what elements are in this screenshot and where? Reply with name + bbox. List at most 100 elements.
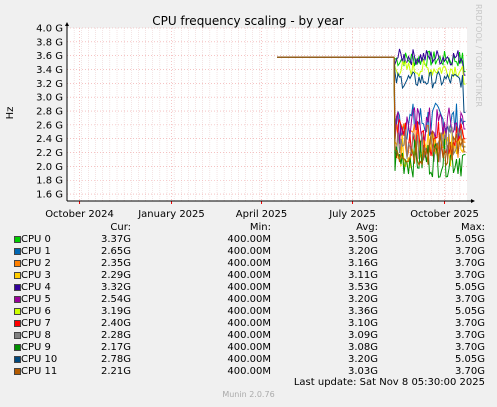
legend-row: CPU 0 3.37G 400.00M 3.50G 5.05G — [0, 234, 497, 246]
legend-min: 400.00M — [227, 246, 271, 257]
legend-max: 3.70G — [454, 294, 485, 305]
legend-name: CPU 2 — [21, 258, 51, 269]
legend-cur: 2.17G — [100, 342, 131, 353]
legend-swatch — [14, 260, 21, 267]
y-tick-label: 1.8 G — [36, 176, 63, 187]
rrdtool-watermark: RRDTOOL / TOBI OETIKER — [474, 4, 483, 108]
legend-header-min: Min: — [249, 222, 271, 233]
legend-swatch — [14, 248, 21, 255]
legend-avg: 3.10G — [347, 318, 378, 329]
legend-avg: 3.03G — [347, 366, 378, 377]
legend-min: 400.00M — [227, 234, 271, 245]
legend-cur: 3.37G — [100, 234, 131, 245]
legend-row: CPU 7 2.40G 400.00M 3.10G 3.70G — [0, 318, 497, 330]
legend-max: 5.05G — [454, 282, 485, 293]
legend-swatch — [14, 308, 21, 315]
legend-name: CPU 4 — [21, 282, 51, 293]
legend-name: CPU 1 — [21, 246, 51, 257]
y-axis-arrow — [65, 22, 69, 26]
legend-header-cur: Cur: — [110, 222, 131, 233]
legend-min: 400.00M — [227, 258, 271, 269]
legend-name: CPU 8 — [21, 330, 51, 341]
legend-row: CPU 10 2.78G 400.00M 3.20G 5.05G — [0, 354, 497, 366]
legend-avg: 3.36G — [347, 306, 378, 317]
legend-swatch — [14, 236, 21, 243]
legend-cur: 2.65G — [100, 246, 131, 257]
legend-cur: 2.21G — [100, 366, 131, 377]
legend-avg: 3.09G — [347, 330, 378, 341]
legend-swatch — [14, 368, 21, 375]
x-tick-label: April 2025 — [236, 209, 287, 220]
legend-avg: 3.11G — [347, 270, 378, 281]
legend-name: CPU 6 — [21, 306, 51, 317]
legend-table: Cur: Min: Avg: Max: CPU 0 3.37G 400.00M 3.5… — [0, 222, 497, 378]
legend-cur: 2.28G — [100, 330, 131, 341]
grid — [67, 27, 467, 201]
legend-max: 3.70G — [454, 342, 485, 353]
y-tick-label: 2.6 G — [36, 120, 63, 131]
legend-max: 5.05G — [454, 354, 485, 365]
legend-avg: 3.20G — [347, 246, 378, 257]
y-tick-label: 2.0 G — [36, 162, 63, 173]
legend-swatch — [14, 284, 21, 291]
x-tick-label: January 2025 — [137, 209, 205, 220]
y-tick-label: 2.8 G — [36, 107, 63, 118]
legend-min: 400.00M — [227, 294, 271, 305]
last-update: Last update: Sat Nov 8 05:30:00 2025 — [293, 377, 485, 388]
legend-row: CPU 5 2.54G 400.00M 3.20G 3.70G — [0, 294, 497, 306]
legend-cur: 2.29G — [100, 270, 131, 281]
legend-max: 3.70G — [454, 366, 485, 377]
y-tick-label: 2.4 G — [36, 134, 63, 145]
legend-cur: 2.78G — [100, 354, 131, 365]
legend-min: 400.00M — [227, 330, 271, 341]
legend-max: 3.70G — [454, 330, 485, 341]
legend-name: CPU 11 — [21, 366, 58, 377]
legend-avg: 3.53G — [347, 282, 378, 293]
legend-min: 400.00M — [227, 354, 271, 365]
legend-max: 3.70G — [454, 258, 485, 269]
legend-avg: 3.50G — [347, 234, 378, 245]
y-tick-label: 1.6 G — [36, 190, 63, 201]
legend-name: CPU 5 — [21, 294, 51, 305]
legend-row: CPU 9 2.17G 400.00M 3.08G 3.70G — [0, 342, 497, 354]
legend-min: 400.00M — [227, 342, 271, 353]
legend-name: CPU 10 — [21, 354, 58, 365]
legend-name: CPU 9 — [21, 342, 51, 353]
x-axis-arrow — [471, 199, 475, 203]
y-tick-label: 3.4 G — [36, 65, 63, 76]
y-tick-label: 3.8 G — [36, 37, 63, 48]
legend-row: CPU 3 2.29G 400.00M 3.11G 3.70G — [0, 270, 497, 282]
chart-title: CPU frequency scaling - by year — [152, 14, 344, 28]
legend-cur: 2.54G — [100, 294, 131, 305]
legend-avg: 3.16G — [347, 258, 378, 269]
legend-swatch — [14, 344, 21, 351]
legend-min: 400.00M — [227, 270, 271, 281]
y-tick-label: 3.0 G — [36, 93, 63, 104]
x-tick-label: July 2025 — [328, 209, 376, 220]
legend-row: CPU 6 3.19G 400.00M 3.36G 5.05G — [0, 306, 497, 318]
legend-min: 400.00M — [227, 318, 271, 329]
legend-min: 400.00M — [227, 282, 271, 293]
legend-swatch — [14, 332, 21, 339]
legend-avg: 3.08G — [347, 342, 378, 353]
cpu-frequency-chart: CPU frequency scaling - by year Hz 1.6 G… — [5, 14, 479, 220]
legend-max: 3.70G — [454, 270, 485, 281]
x-tick-label: October 2025 — [410, 209, 479, 220]
legend-max: 3.70G — [454, 318, 485, 329]
legend-row: CPU 4 3.32G 400.00M 3.53G 5.05G — [0, 282, 497, 294]
y-tick-label: 4.0 G — [36, 24, 63, 35]
legend-min: 400.00M — [227, 366, 271, 377]
y-tick-label: 3.6 G — [36, 51, 63, 62]
legend-header: Cur: Min: Avg: Max: — [0, 222, 497, 234]
legend-max: 5.05G — [454, 234, 485, 245]
legend-swatch — [14, 272, 21, 279]
series-lines — [277, 48, 466, 178]
series-line-cpu-11 — [277, 56, 466, 167]
legend-name: CPU 0 — [21, 234, 51, 245]
legend-row: CPU 2 2.35G 400.00M 3.16G 3.70G — [0, 258, 497, 270]
legend-swatch — [14, 356, 21, 363]
y-axis-label: Hz — [5, 107, 16, 120]
y-tick-label: 2.2 G — [36, 148, 63, 159]
legend-name: CPU 3 — [21, 270, 51, 281]
y-tick-label: 3.2 G — [36, 79, 63, 90]
